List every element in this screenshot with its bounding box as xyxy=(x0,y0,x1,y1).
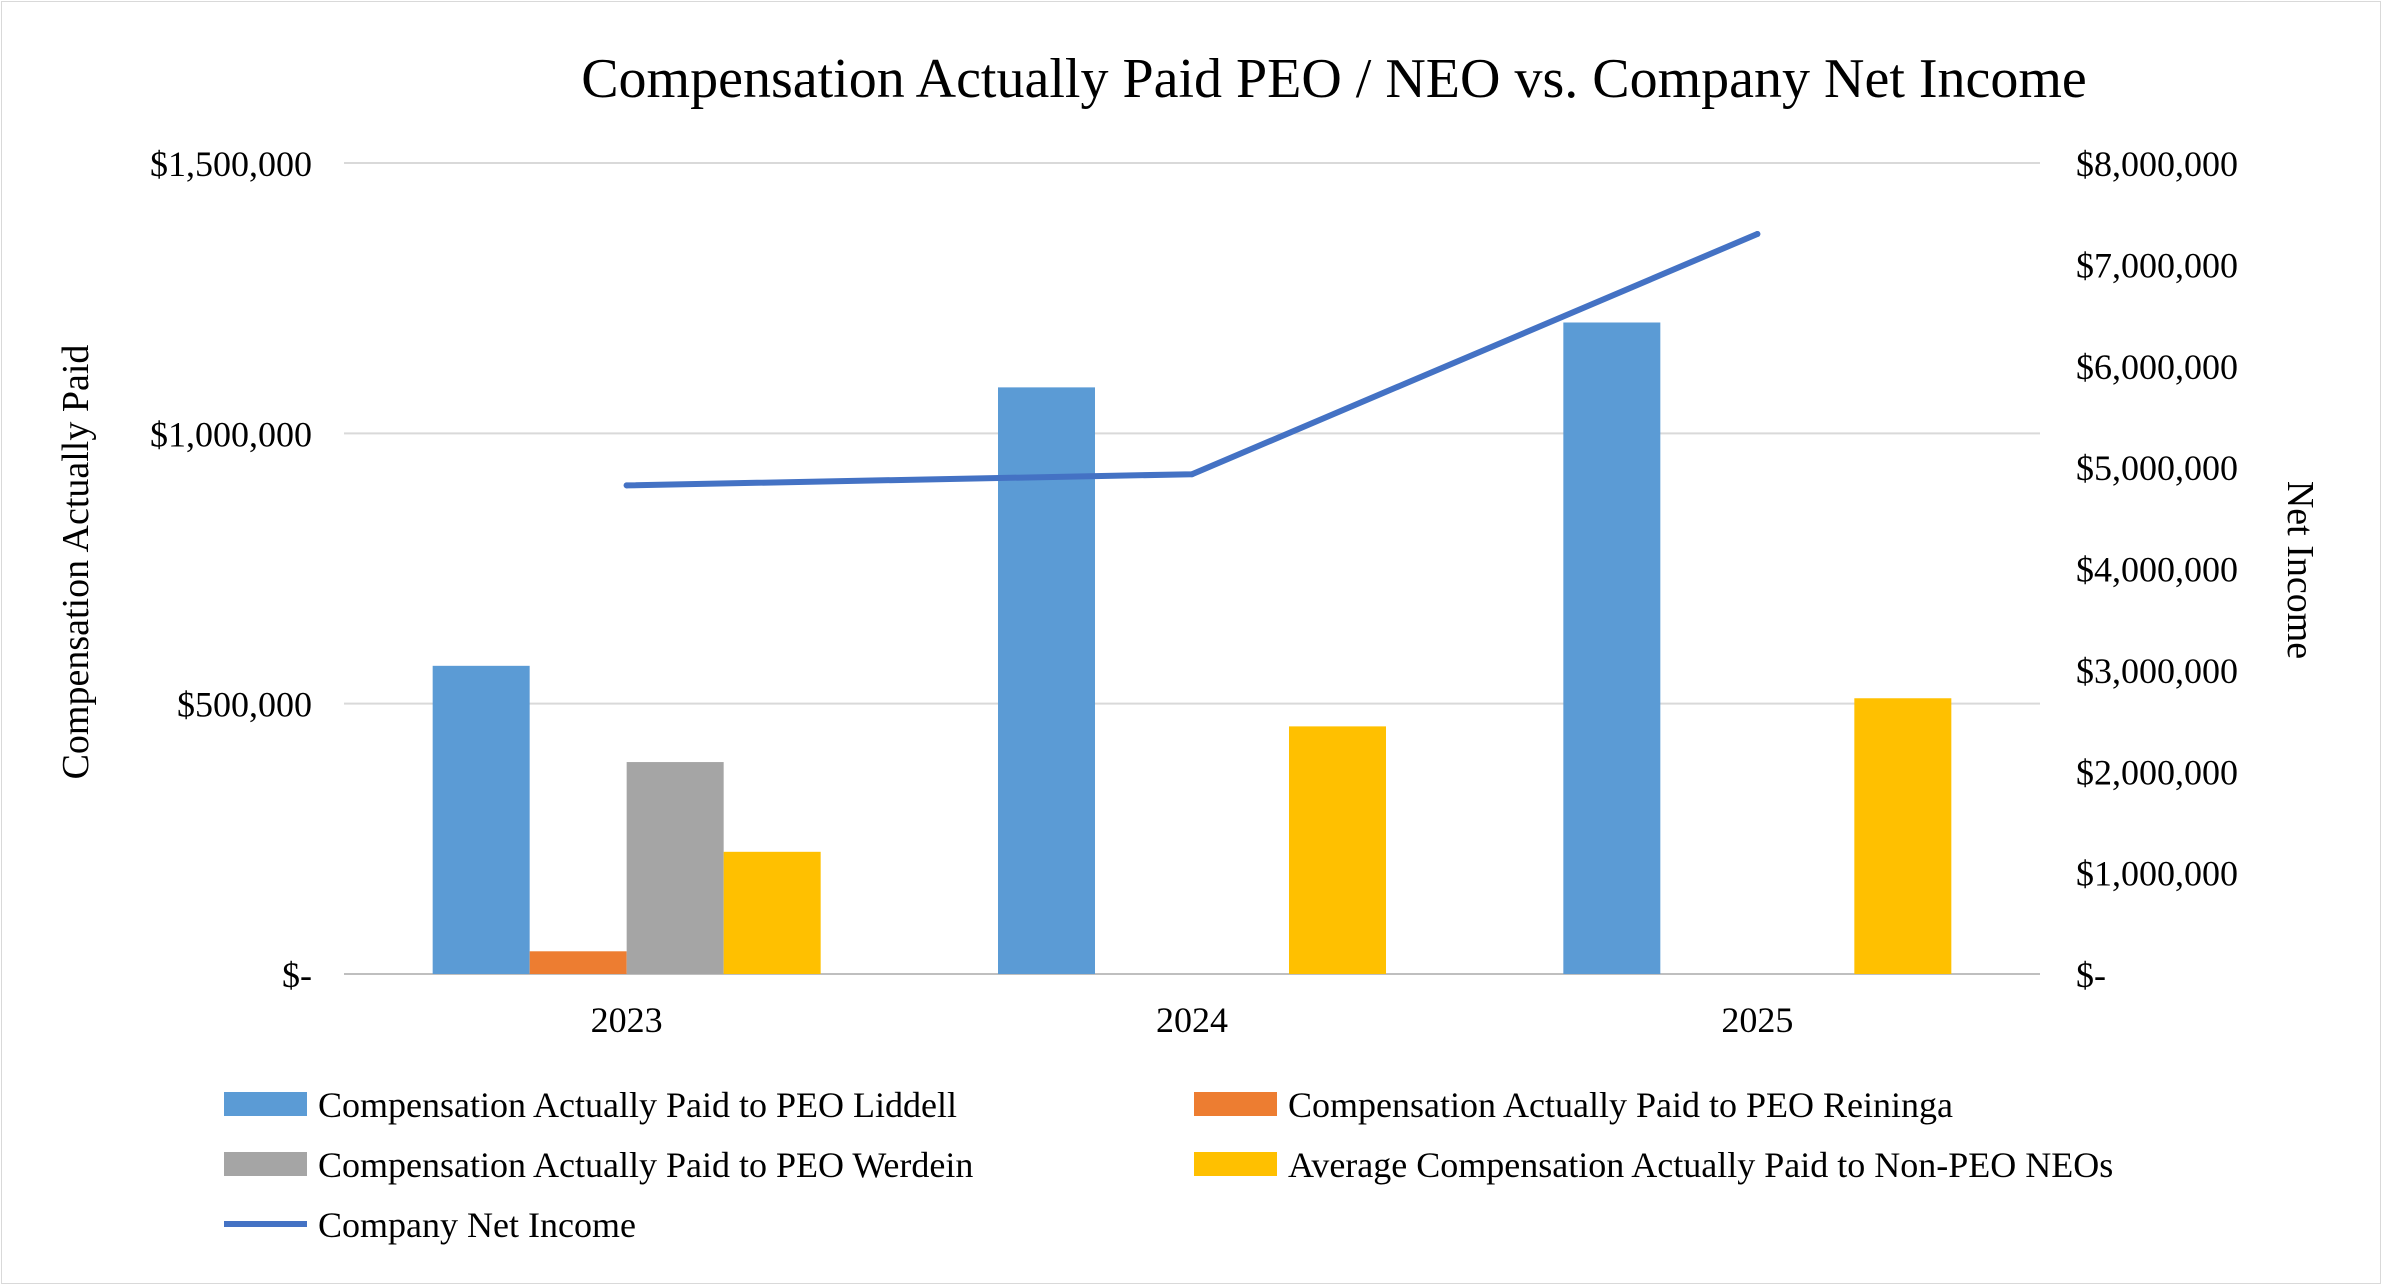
legend-swatch-compensation-actually-paid-to-peo-werdein xyxy=(224,1152,307,1176)
y2-tick-label: $2,000,000 xyxy=(2076,752,2238,792)
legend-label-compensation-actually-paid-to-peo-reininga: Compensation Actually Paid to PEO Reinin… xyxy=(1288,1085,1953,1125)
legend-swatch-compensation-actually-paid-to-peo-liddell xyxy=(224,1092,307,1116)
bar-compensation-actually-paid-to-peo-reininga-2023 xyxy=(529,951,627,974)
y2-tick-label: $1,000,000 xyxy=(2076,854,2238,894)
bars xyxy=(432,322,1952,974)
chart-title: Compensation Actually Paid PEO / NEO vs.… xyxy=(581,48,2087,110)
legend-label-company-net-income: Company Net Income xyxy=(318,1205,636,1245)
bar-compensation-actually-paid-to-peo-werdein-2023 xyxy=(626,762,724,974)
x-tick-label: 2023 xyxy=(591,1000,663,1040)
y-axis-label: Compensation Actually Paid xyxy=(55,345,97,780)
net-income-line-layer xyxy=(623,230,1761,489)
y2-tick-label: $5,000,000 xyxy=(2076,448,2238,488)
legend-label-compensation-actually-paid-to-peo-werdein: Compensation Actually Paid to PEO Werdei… xyxy=(318,1145,973,1185)
y-tick-label: $500,000 xyxy=(177,685,312,725)
y2-tick-label: $7,000,000 xyxy=(2076,245,2238,285)
y-tick-label: $- xyxy=(282,955,312,995)
bar-compensation-actually-paid-to-peo-liddell-2023 xyxy=(432,665,530,974)
legend: Compensation Actually Paid to PEO Liddel… xyxy=(224,1085,2113,1245)
y2-tick-label: $4,000,000 xyxy=(2076,550,2238,590)
legend-label-average-compensation-actually-paid-to-non-peo-neos: Average Compensation Actually Paid to No… xyxy=(1288,1145,2113,1185)
bar-average-compensation-actually-paid-to-non-peo-neos-2023 xyxy=(723,851,821,974)
legend-swatch-average-compensation-actually-paid-to-non-peo-neos xyxy=(1194,1152,1277,1176)
net-income-point xyxy=(1189,471,1195,478)
y-tick-label: $1,500,000 xyxy=(150,144,312,184)
bar-compensation-actually-paid-to-peo-liddell-2024 xyxy=(998,387,1095,974)
y2-tick-label: $3,000,000 xyxy=(2076,651,2238,691)
legend-label-compensation-actually-paid-to-peo-liddell: Compensation Actually Paid to PEO Liddel… xyxy=(318,1085,957,1125)
y-tick-label: $1,000,000 xyxy=(150,414,312,454)
bar-average-compensation-actually-paid-to-non-peo-neos-2024 xyxy=(1289,726,1386,974)
net-income-point xyxy=(623,482,630,489)
x-tick-label: 2025 xyxy=(1721,1000,1793,1040)
axes: $- $500,000 $1,000,000 $1,500,000 $- $1,000,0… xyxy=(150,144,2238,1040)
y2-axis-label: Net Income xyxy=(2279,481,2321,659)
bar-average-compensation-actually-paid-to-non-peo-neos-2025 xyxy=(1854,698,1952,974)
y2-tick-label: $6,000,000 xyxy=(2076,347,2238,387)
legend-swatch-compensation-actually-paid-to-peo-reininga xyxy=(1194,1092,1277,1116)
net-income-point xyxy=(1754,230,1761,237)
y2-tick-label: $- xyxy=(2076,955,2106,995)
gridlines xyxy=(344,162,2040,975)
bar-compensation-actually-paid-to-peo-liddell-2025 xyxy=(1563,322,1661,974)
x-tick-label: 2024 xyxy=(1156,1000,1228,1040)
y2-tick-label: $8,000,000 xyxy=(2076,144,2238,184)
